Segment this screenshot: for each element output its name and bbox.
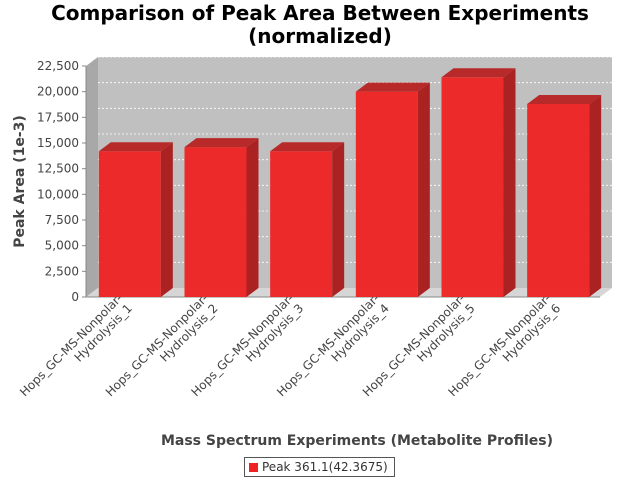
bar-front [441,77,504,297]
y-tick-label: 0 [71,290,79,304]
y-tick-label: 17,500 [37,110,79,124]
legend-label: Peak 361.1(42.3675) [262,460,388,474]
chart-title-line-1: Comparison of Peak Area Between Experime… [51,1,589,25]
bar-front [527,103,590,297]
bar-front [270,151,333,297]
chart-title: Comparison of Peak Area Between Experime… [0,2,640,48]
y-tick-label: 7,500 [45,213,79,227]
bar-side [160,142,173,297]
bar-top [441,68,516,78]
bar-side [246,138,259,297]
bar-top [527,94,602,104]
bar-side [417,82,430,298]
y-tick-label: 10,000 [37,187,79,201]
bar-front [355,91,418,298]
bar-top [98,142,173,152]
bar-front [98,151,161,297]
y-tick-label: 15,000 [37,136,79,150]
bar-front [184,147,247,297]
y-axis-label: Peak Area (1e-3) [12,115,28,248]
y-tick-label: 5,000 [45,239,79,253]
bar-top [184,138,259,148]
y-tick-label: 22,500 [37,59,79,73]
y-tick-label: 20,000 [37,85,79,99]
x-axis-label: Mass Spectrum Experiments (Metabolite Pr… [161,433,553,449]
legend-swatch [249,462,258,472]
y-tick-label: 2,500 [45,264,79,278]
bar-top [270,142,345,152]
chart-title-line-2: (normalized) [248,24,392,48]
bar-side [503,68,516,297]
bar-side [332,142,345,297]
bar-top [355,82,430,92]
bar-side [589,94,602,297]
plot-left-wall [86,57,98,297]
y-tick-label: 12,500 [37,162,79,176]
chart-legend: Peak 361.1(42.3675) [244,457,395,477]
